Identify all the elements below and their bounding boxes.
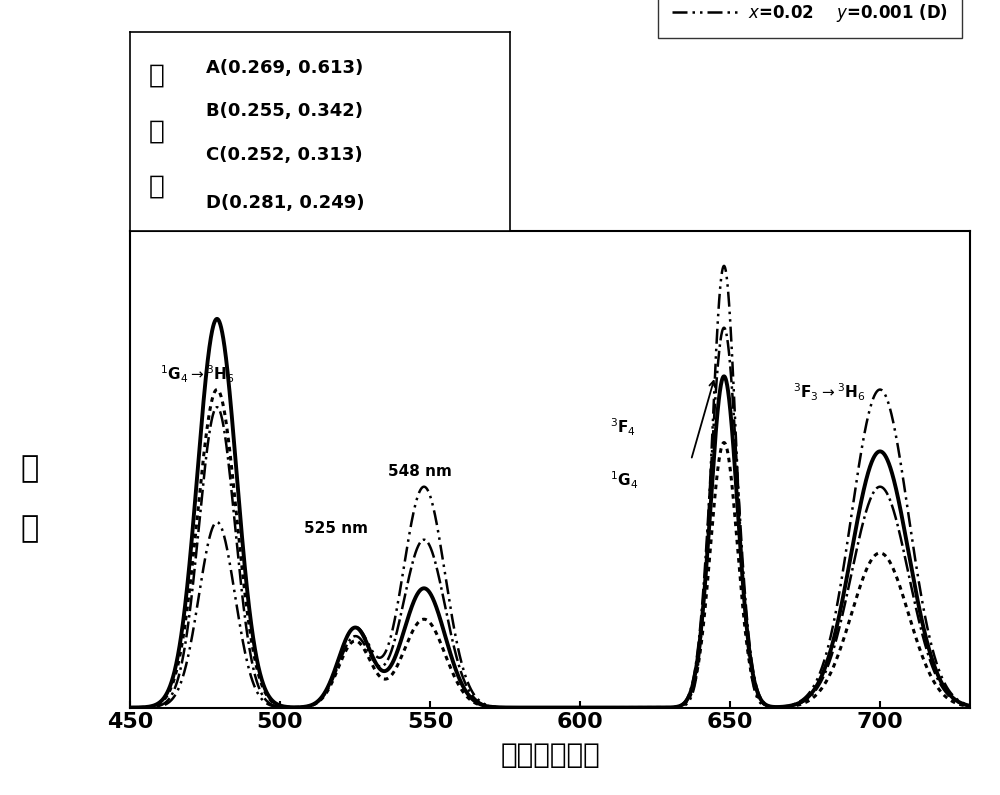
Text: 525 nm: 525 nm (304, 521, 368, 536)
Text: 坐: 坐 (149, 118, 165, 144)
Text: 548 nm: 548 nm (388, 463, 452, 479)
Text: B(0.255, 0.342): B(0.255, 0.342) (206, 103, 363, 120)
Text: $^1$G$_4$$\rightarrow$$^3$H$_6$: $^1$G$_4$$\rightarrow$$^3$H$_6$ (160, 364, 234, 386)
Text: $^3$F$_3$$\rightarrow$$^3$H$_6$: $^3$F$_3$$\rightarrow$$^3$H$_6$ (793, 382, 865, 403)
Text: 强: 强 (21, 455, 39, 483)
Text: A(0.269, 0.613): A(0.269, 0.613) (206, 59, 363, 76)
Text: 度: 度 (21, 514, 39, 543)
Text: D(0.281, 0.249): D(0.281, 0.249) (206, 194, 364, 211)
X-axis label: 波长（纳米）: 波长（纳米） (500, 741, 600, 769)
Text: $^1$G$_4$: $^1$G$_4$ (610, 470, 638, 491)
Text: 色: 色 (149, 63, 165, 88)
Text: $^3$F$_4$: $^3$F$_4$ (610, 417, 636, 438)
Text: 标: 标 (149, 174, 165, 200)
Text: C(0.252, 0.313): C(0.252, 0.313) (206, 146, 363, 164)
Legend: $x$=0.005  $y$=0.001 (A), $x$=0.01    $y$=0.001 (B), $x$=0.015  $y$=0.001 (C), $: $x$=0.005 $y$=0.001 (A), $x$=0.01 $y$=0.… (658, 0, 962, 37)
